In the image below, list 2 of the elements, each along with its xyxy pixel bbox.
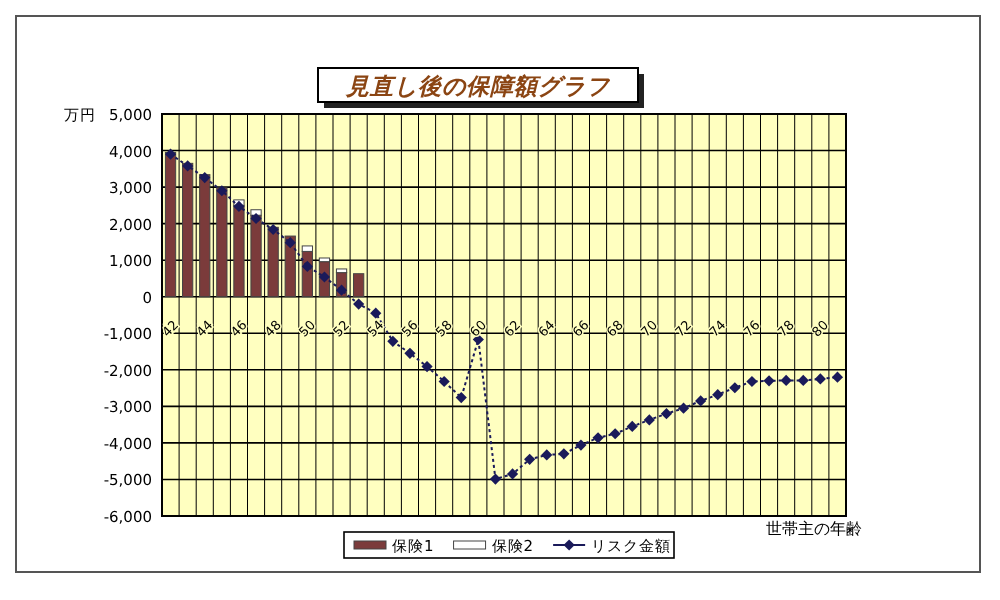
chart-title: 見直し後の保障額グラフ [344,72,612,100]
x-axis-title: 世帯主の年齢 [766,520,862,538]
